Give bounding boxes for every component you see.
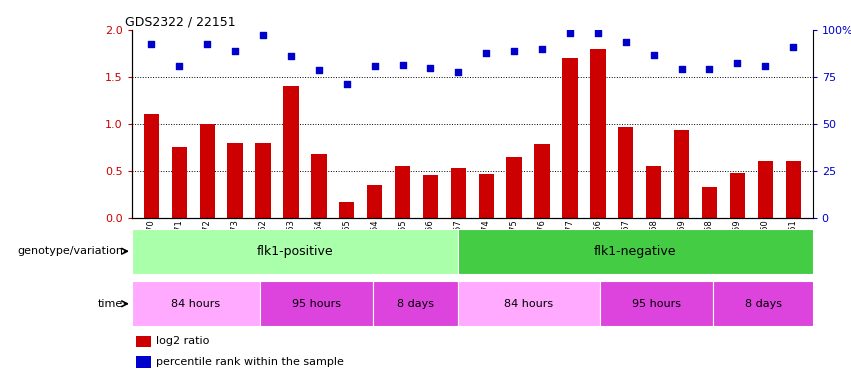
Point <box>675 66 688 72</box>
Bar <box>311 154 327 218</box>
Bar <box>339 202 354 217</box>
Bar <box>172 147 187 218</box>
Bar <box>563 58 578 217</box>
Bar <box>144 114 159 218</box>
Bar <box>506 157 522 218</box>
Point <box>730 60 744 66</box>
Point <box>703 66 717 72</box>
Text: log2 ratio: log2 ratio <box>156 336 209 346</box>
Bar <box>132 281 260 326</box>
Point <box>340 81 353 87</box>
Point <box>452 69 465 75</box>
Point <box>145 41 158 47</box>
Bar <box>395 166 410 218</box>
Bar <box>757 161 773 218</box>
Point <box>647 53 660 58</box>
Bar <box>646 166 661 218</box>
Text: 8 days: 8 days <box>745 299 781 309</box>
Bar <box>478 174 494 217</box>
Bar <box>785 161 801 218</box>
Point <box>786 44 800 50</box>
Bar <box>618 127 633 218</box>
Bar <box>702 187 717 218</box>
Text: 8 days: 8 days <box>397 299 434 309</box>
Point <box>368 63 381 69</box>
Point <box>535 46 549 52</box>
Point <box>284 53 298 59</box>
Bar <box>255 142 271 218</box>
Bar <box>132 229 458 274</box>
Point <box>619 39 632 45</box>
Bar <box>200 124 215 218</box>
Bar <box>367 185 382 218</box>
Point <box>228 48 242 54</box>
Bar <box>729 173 745 217</box>
Text: 84 hours: 84 hours <box>171 299 220 309</box>
Bar <box>600 281 713 326</box>
Bar <box>591 49 606 217</box>
Point <box>396 62 409 68</box>
Point <box>312 68 326 74</box>
Text: 95 hours: 95 hours <box>632 299 681 309</box>
Point <box>507 48 521 54</box>
Bar <box>713 281 813 326</box>
Bar <box>451 168 466 217</box>
Bar <box>534 144 550 218</box>
Bar <box>373 281 458 326</box>
Bar <box>423 176 438 217</box>
Point <box>591 30 605 36</box>
Bar <box>283 86 299 218</box>
Text: 95 hours: 95 hours <box>292 299 340 309</box>
Text: percentile rank within the sample: percentile rank within the sample <box>156 357 344 367</box>
Bar <box>227 142 243 218</box>
Text: 84 hours: 84 hours <box>505 299 554 309</box>
Bar <box>458 281 600 326</box>
Bar <box>260 281 373 326</box>
Text: flk1-positive: flk1-positive <box>257 245 334 258</box>
Point <box>424 64 437 70</box>
Point <box>563 30 577 36</box>
Bar <box>458 229 813 274</box>
Point <box>173 63 186 69</box>
Bar <box>674 130 689 218</box>
Point <box>758 63 772 69</box>
Text: flk1-negative: flk1-negative <box>594 245 677 258</box>
Point <box>256 32 270 38</box>
Text: GDS2322 / 22151: GDS2322 / 22151 <box>125 16 236 29</box>
Point <box>479 51 493 57</box>
Text: time: time <box>98 299 123 309</box>
Text: genotype/variation: genotype/variation <box>17 246 123 256</box>
Point <box>201 41 214 47</box>
